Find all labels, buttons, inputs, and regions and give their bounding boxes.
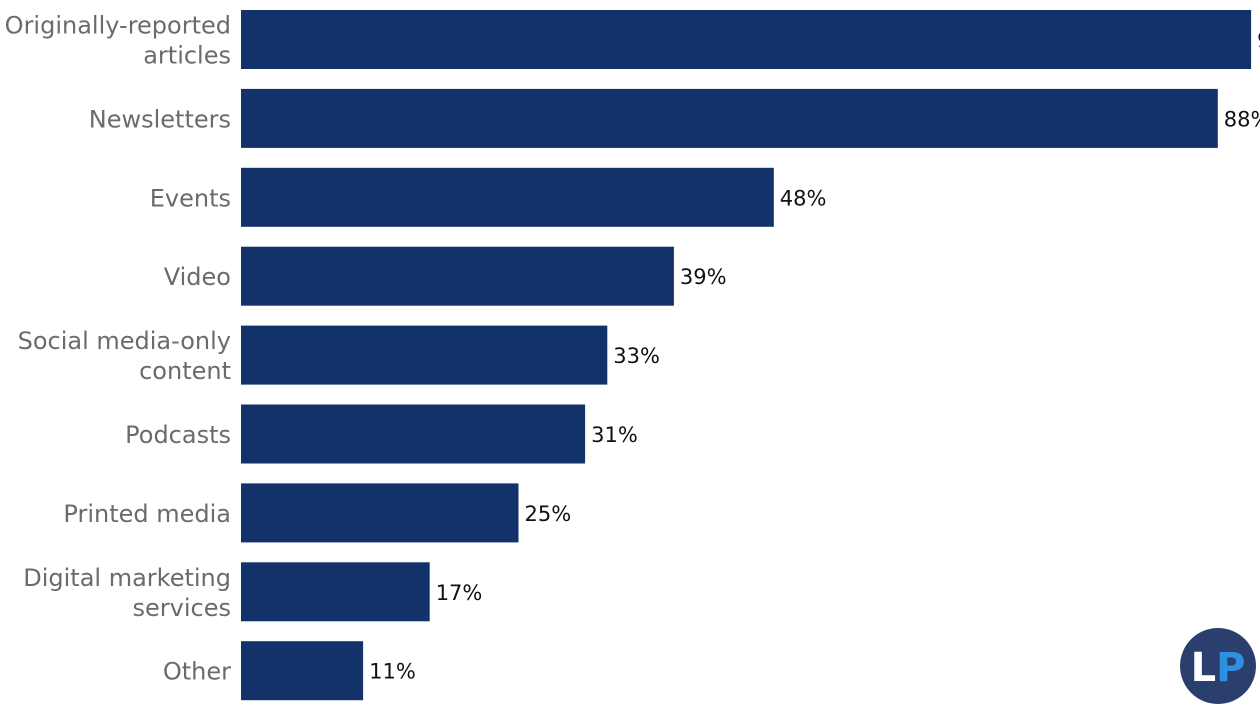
lp-logo-text: LP	[1191, 645, 1246, 691]
bar	[241, 483, 519, 543]
value-label: 25%	[525, 502, 572, 526]
lp-logo-letter: L	[1191, 645, 1217, 691]
value-label: 88%	[1224, 107, 1260, 131]
value-label: 31%	[591, 423, 638, 447]
bar	[241, 88, 1218, 148]
category-label: Originally-reported	[5, 12, 231, 40]
category-label: Video	[164, 263, 231, 291]
value-label: 11%	[369, 660, 416, 684]
value-label: 39%	[680, 265, 727, 289]
bars-group	[241, 10, 1252, 701]
category-label: Digital marketing	[23, 564, 231, 592]
category-label: Other	[163, 658, 231, 686]
bar	[241, 325, 608, 385]
lp-logo-letter: P	[1216, 645, 1245, 691]
category-label: Events	[150, 184, 231, 212]
category-label: articles	[143, 42, 231, 70]
lp-logo-circle	[1180, 628, 1256, 704]
bar	[241, 167, 774, 227]
category-label: Newsletters	[89, 105, 231, 133]
category-label: services	[133, 594, 231, 622]
category-label: Podcasts	[125, 421, 231, 449]
category-label: content	[139, 357, 231, 385]
bar	[241, 246, 674, 306]
value-label: 33%	[613, 344, 660, 368]
value-labels-group: 91% 88% 48% 39% 33% 31% 25% 17% 11%	[369, 29, 1260, 684]
value-label: 48%	[780, 186, 827, 210]
lp-logo: LP	[1180, 628, 1256, 704]
bar	[241, 641, 364, 701]
value-label: 91%	[1257, 29, 1260, 53]
value-label: 17%	[436, 581, 483, 605]
category-label: Social media-only	[18, 327, 231, 355]
category-label: Printed media	[63, 500, 231, 528]
bar	[241, 404, 586, 464]
bar	[241, 562, 430, 622]
bar	[241, 10, 1252, 69]
